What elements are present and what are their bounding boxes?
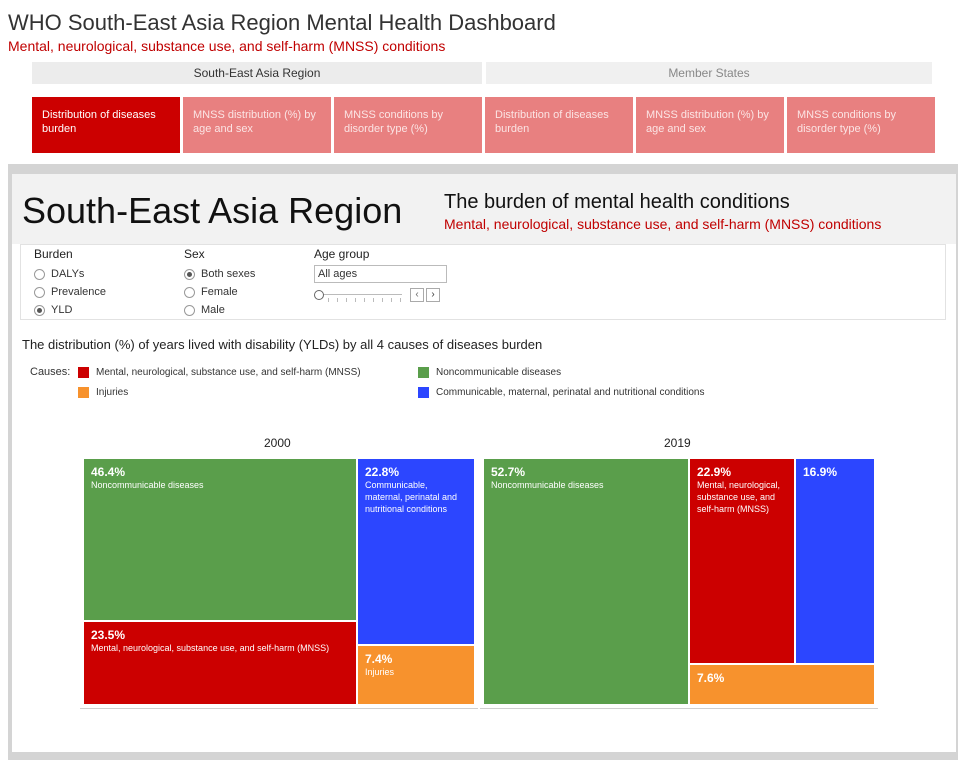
sex-option-female[interactable]: Female xyxy=(184,283,255,301)
burden-option-dalys[interactable]: DALYs xyxy=(34,265,106,283)
legend-label-text: Noncommunicable diseases xyxy=(436,367,562,378)
legend-swatch xyxy=(78,387,89,398)
burden-subtitle: Mental, neurological, substance use, and… xyxy=(444,216,882,232)
filter-panel xyxy=(20,244,946,320)
radio-checked-icon xyxy=(184,268,195,280)
burden-filter: Burden DALYs Prevalence YLD xyxy=(34,247,106,319)
radio-unchecked-icon xyxy=(34,268,45,280)
region-title: South-East Asia Region xyxy=(22,190,403,231)
treemap-tile-injuries-2000[interactable]: 7.4% Injuries xyxy=(357,645,475,705)
subtab-mnss-disorder-member[interactable]: MNSS conditions by disorder type (%) xyxy=(787,97,935,153)
treemap-tile-communicable-2019[interactable]: 16.9% xyxy=(795,458,875,664)
chart-title: The distribution (%) of years lived with… xyxy=(22,337,543,352)
tab-member-states[interactable]: Member States xyxy=(486,62,932,84)
age-group-slider[interactable]: ‹ › xyxy=(314,287,442,303)
legend-item-communicable[interactable]: Communicable, maternal, perinatal and nu… xyxy=(418,387,704,398)
tile-label: Mental, neurological, substance use, and… xyxy=(91,643,330,653)
tile-value: 46.4% xyxy=(91,465,126,479)
radio-checked-icon xyxy=(34,304,45,316)
sex-option-label: Female xyxy=(201,286,238,298)
burden-option-label: DALYs xyxy=(51,268,85,280)
tile-value: 16.9% xyxy=(803,465,838,479)
chevron-right-icon[interactable]: › xyxy=(426,288,440,302)
radio-unchecked-icon xyxy=(34,286,45,298)
legend-swatch xyxy=(418,387,429,398)
treemap-tile-mnss-2019[interactable]: 22.9% Mental, neurological, substance us… xyxy=(689,458,795,664)
legend-swatch xyxy=(78,367,89,378)
tile-value: 52.7% xyxy=(491,465,526,479)
legend-item-ncd[interactable]: Noncommunicable diseases xyxy=(418,367,561,378)
subtab-distribution-region[interactable]: Distribution of diseases burden xyxy=(32,97,180,153)
tile-value: 23.5% xyxy=(91,628,126,642)
legend-swatch xyxy=(418,367,429,378)
tile-value: 22.8% xyxy=(365,465,400,479)
year-label-2000: 2000 xyxy=(264,436,291,450)
legend-label-text: Injuries xyxy=(96,387,129,398)
sex-option-label: Male xyxy=(201,304,225,316)
subtab-mnss-disorder-region[interactable]: MNSS conditions by disorder type (%) xyxy=(334,97,482,153)
age-group-select[interactable]: All ages xyxy=(314,265,447,283)
sex-filter-label: Sex xyxy=(184,247,205,261)
sex-option-label: Both sexes xyxy=(201,268,256,280)
treemap-tile-communicable-2000[interactable]: 22.8% Communicable, maternal, perinatal … xyxy=(357,458,475,645)
subtab-distribution-member[interactable]: Distribution of diseases burden xyxy=(485,97,633,153)
dashboard-subtitle: Mental, neurological, substance use, and… xyxy=(8,38,446,54)
tile-label: Injuries xyxy=(365,667,395,677)
tile-value: 7.4% xyxy=(365,652,393,666)
legend-item-injuries[interactable]: Injuries xyxy=(78,387,128,398)
legend-label: Causes: xyxy=(30,366,71,378)
sex-option-both[interactable]: Both sexes xyxy=(184,265,255,283)
year-label-2019: 2019 xyxy=(664,436,691,450)
subtab-mnss-age-sex-region[interactable]: MNSS distribution (%) by age and sex xyxy=(183,97,331,153)
sex-filter: Sex Both sexes Female Male xyxy=(184,247,255,319)
age-group-filter-label: Age group xyxy=(314,247,370,261)
sex-option-male[interactable]: Male xyxy=(184,301,255,319)
tile-label: Communicable, maternal, perinatal and nu… xyxy=(365,480,458,514)
burden-option-label: Prevalence xyxy=(51,286,107,298)
panel-header xyxy=(12,174,956,244)
age-group-filter: Age group All ages ‹ › xyxy=(314,247,447,303)
tile-value: 7.6% xyxy=(697,671,725,685)
legend-label-text: Communicable, maternal, perinatal and nu… xyxy=(436,387,705,398)
legend-item-mnss[interactable]: Mental, neurological, substance use, and… xyxy=(78,367,361,378)
dashboard-title: WHO South-East Asia Region Mental Health… xyxy=(8,10,556,35)
burden-option-prevalence[interactable]: Prevalence xyxy=(34,283,106,301)
tab-south-east-asia-region[interactable]: South-East Asia Region xyxy=(32,62,482,84)
burden-option-yld[interactable]: YLD xyxy=(34,301,106,319)
tile-value: 22.9% xyxy=(697,465,732,479)
chart-baseline-2000 xyxy=(80,708,478,709)
tile-label: Noncommunicable diseases xyxy=(491,480,604,490)
radio-unchecked-icon xyxy=(184,286,195,298)
slider-track xyxy=(318,294,402,295)
treemap-tile-mnss-2000[interactable]: 23.5% Mental, neurological, substance us… xyxy=(83,621,357,705)
treemap-tile-ncd-2000[interactable]: 46.4% Noncommunicable diseases xyxy=(83,458,357,621)
burden-option-label: YLD xyxy=(51,304,73,316)
treemap-tile-injuries-2019[interactable]: 7.6% xyxy=(689,664,875,705)
tile-label: Noncommunicable diseases xyxy=(91,480,204,490)
subtab-mnss-age-sex-member[interactable]: MNSS distribution (%) by age and sex xyxy=(636,97,784,153)
slider-ticks xyxy=(328,298,402,302)
burden-title: The burden of mental health conditions xyxy=(444,191,790,213)
burden-filter-label: Burden xyxy=(34,247,73,261)
chart-baseline-2019 xyxy=(480,708,878,709)
treemap-tile-ncd-2019[interactable]: 52.7% Noncommunicable diseases xyxy=(483,458,689,705)
tile-label: Mental, neurological, substance use, and… xyxy=(697,480,781,514)
slider-thumb[interactable] xyxy=(314,290,324,300)
chevron-left-icon[interactable]: ‹ xyxy=(410,288,424,302)
legend-label-text: Mental, neurological, substance use, and… xyxy=(96,367,361,378)
radio-unchecked-icon xyxy=(184,304,195,316)
